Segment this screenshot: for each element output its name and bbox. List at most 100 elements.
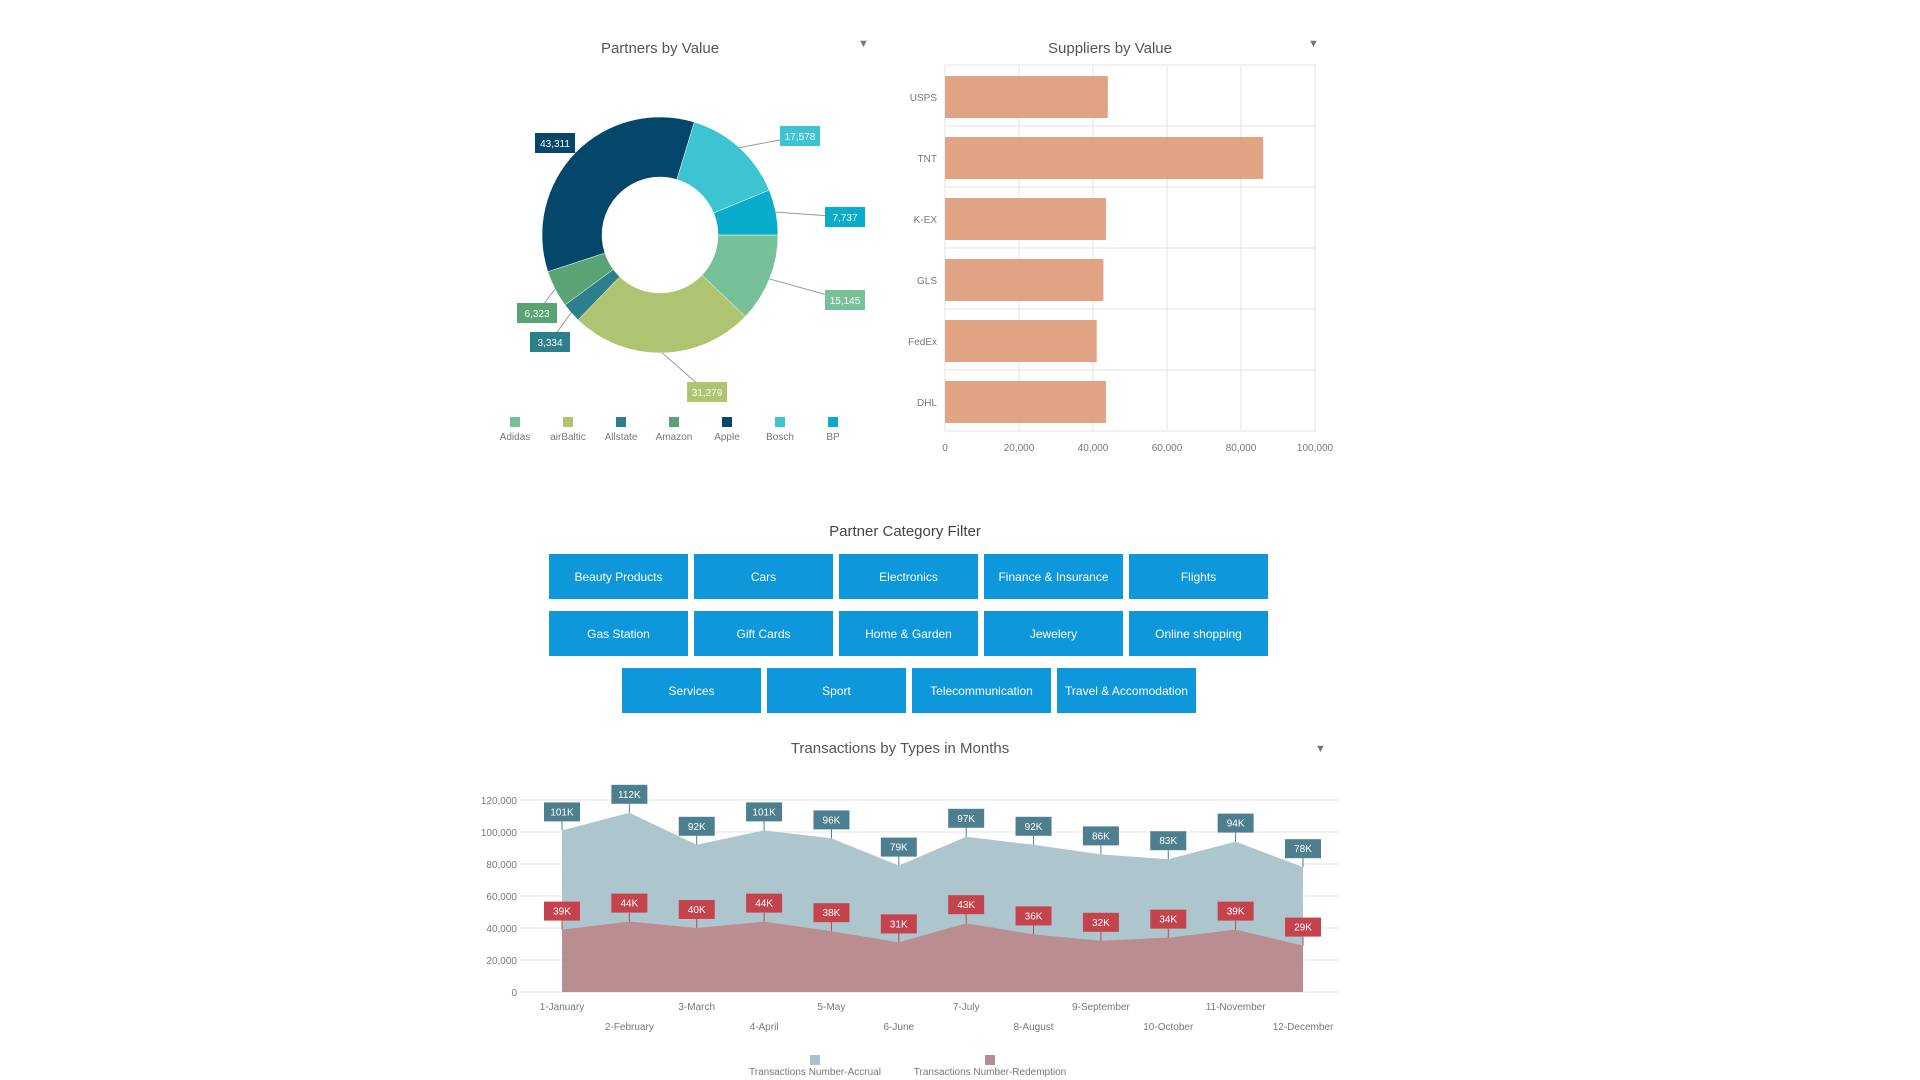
area-data-label-box <box>678 900 715 919</box>
category-button-gift-cards[interactable]: Gift Cards <box>694 611 833 656</box>
area-data-label-box <box>1150 909 1187 929</box>
category-button-home-garden[interactable]: Home & Garden <box>839 611 978 656</box>
category-button-telecommunication[interactable]: Telecommunication <box>912 668 1051 713</box>
area-data-label-box <box>544 901 580 921</box>
bar-gls <box>945 259 1104 301</box>
area-data-label-box <box>611 784 648 804</box>
area-data-label: 101K <box>550 807 574 818</box>
category-button-services[interactable]: Services <box>622 668 761 713</box>
area-x-tick-label: 11-November <box>1206 1002 1267 1013</box>
donut-title: Partners by Value <box>600 40 720 57</box>
legend-swatch <box>669 417 679 427</box>
supplier-bar-chart: 0 20,000 40,000 60,000 80,000 100,000 USPS TNT K… <box>908 64 1334 454</box>
bar-tnt <box>945 137 1264 179</box>
area-data-label-box <box>1285 839 1321 859</box>
area-x-tick-label: 4-April <box>750 1022 779 1033</box>
donut-slice-bp <box>713 189 779 236</box>
category-button-travel-accomodation[interactable]: Travel & Accomodation <box>1057 668 1196 713</box>
area-series-redemption <box>562 921 1303 992</box>
bar-x-tick-label: 20,000 <box>1004 443 1035 454</box>
bars-filter-icon[interactable]: ▼ <box>1308 38 1319 50</box>
area-data-label: 94K <box>1227 819 1245 830</box>
bar-fedex <box>945 320 1097 362</box>
bar-y-tick-label: K-EX <box>914 215 938 226</box>
category-button-gas-station[interactable]: Gas Station <box>549 611 688 656</box>
category-button-sport[interactable]: Sport <box>767 668 906 713</box>
category-button-beauty-products[interactable]: Beauty Products <box>549 554 688 599</box>
area-data-label-box <box>948 895 985 915</box>
legend-label: BP <box>826 432 840 443</box>
donut-data-label: 43,311 <box>540 139 570 150</box>
area-data-label-box <box>1217 813 1254 833</box>
donut-data-label-box <box>687 382 727 402</box>
area-data-label-box <box>1082 912 1119 932</box>
area-y-tick-label: 0 <box>511 988 517 999</box>
donut-chart: 15,145 31,279 3,334 6,323 43,311 17,578 7,737 A… <box>500 116 865 443</box>
area-data-label-box <box>1082 826 1119 846</box>
legend-label: Bosch <box>766 432 794 443</box>
legend-label: Apple <box>714 432 740 443</box>
donut-data-label: 15,145 <box>830 296 861 307</box>
legend-label: Adidas <box>500 432 531 443</box>
area-y-tick-label: 60,000 <box>486 892 517 903</box>
category-filter-title: Partner Category Filter <box>829 523 981 540</box>
category-button-jewelery[interactable]: Jewelery <box>984 611 1123 656</box>
bar-k-ex <box>945 198 1106 240</box>
area-data-label: 31K <box>890 919 908 930</box>
donut-data-label-box <box>825 290 865 310</box>
area-data-label-box <box>746 802 783 822</box>
bar-y-tick-label: DHL <box>917 398 937 409</box>
donut-filter-icon[interactable]: ▼ <box>858 38 869 50</box>
category-button-online-shopping[interactable]: Online shopping <box>1129 611 1268 656</box>
legend-swatch <box>828 417 838 427</box>
area-y-tick-label: 20,000 <box>486 956 517 967</box>
area-data-label-box <box>1217 901 1254 921</box>
category-button-flights[interactable]: Flights <box>1129 554 1268 599</box>
bar-y-tick-label: TNT <box>918 154 937 165</box>
legend-swatch <box>616 417 626 427</box>
bar-y-tick-label: FedEx <box>908 337 937 348</box>
area-legend-label: Transactions Number-Accrual <box>749 1067 881 1078</box>
area-x-tick-label: 12-December <box>1273 1022 1334 1033</box>
area-data-label: 44K <box>755 899 773 910</box>
area-y-tick-label: 80,000 <box>486 860 517 871</box>
donut-data-label-box <box>530 332 570 352</box>
category-button-cars[interactable]: Cars <box>694 554 833 599</box>
area-title: Transactions by Types in Months <box>790 740 1010 757</box>
donut-data-label: 31,279 <box>692 388 723 399</box>
donut-data-label: 6,323 <box>524 309 549 320</box>
bar-x-tick-label: 80,000 <box>1226 443 1257 454</box>
area-x-tick-label: 5-May <box>818 1002 846 1013</box>
donut-data-label: 17,578 <box>785 132 816 143</box>
legend-label: Amazon <box>656 432 693 443</box>
area-x-tick-label: 10-October <box>1143 1022 1194 1033</box>
donut-slice-apple <box>541 116 695 272</box>
area-data-label: 39K <box>1227 907 1245 918</box>
area-data-label: 29K <box>1294 923 1312 934</box>
area-x-tick-label: 2-February <box>605 1022 654 1033</box>
area-data-label-box <box>611 893 648 913</box>
area-x-tick-label: 8-August <box>1014 1022 1054 1033</box>
legend-label: airBaltic <box>550 432 586 443</box>
donut-data-label-box <box>825 207 865 227</box>
area-data-label-box <box>813 903 850 923</box>
area-filter-icon[interactable]: ▼ <box>1315 743 1326 755</box>
area-x-tick-label: 3-March <box>678 1002 715 1013</box>
area-data-label: 79K <box>890 843 908 854</box>
area-data-label-box <box>1015 816 1052 836</box>
area-x-tick-label: 6-June <box>884 1022 915 1033</box>
category-button-finance-insurance[interactable]: Finance & Insurance <box>984 554 1123 599</box>
area-data-label: 92K <box>688 822 706 833</box>
area-data-label-box <box>813 810 850 830</box>
area-x-tick-label: 1-January <box>540 1002 584 1013</box>
area-data-label: 43K <box>957 900 975 911</box>
area-data-label: 83K <box>1159 836 1177 847</box>
donut-data-label-box <box>535 133 575 153</box>
area-y-tick-label: 120,000 <box>481 796 518 807</box>
category-button-electronics[interactable]: Electronics <box>839 554 978 599</box>
area-legend-label: Transactions Number-Redemption <box>914 1067 1066 1078</box>
donut-data-label: 3,334 <box>537 338 562 349</box>
area-data-label: 32K <box>1092 918 1110 929</box>
bar-y-tick-label: GLS <box>917 276 937 287</box>
legend-label: Allstate <box>605 432 638 443</box>
